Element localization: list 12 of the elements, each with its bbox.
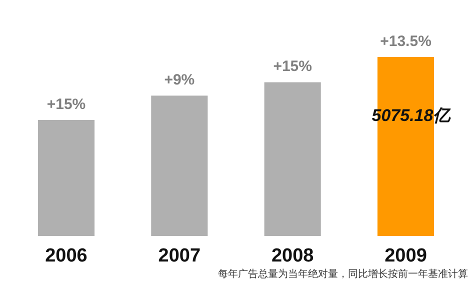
bar	[151, 96, 208, 236]
x-tick-label: 2007	[158, 246, 201, 266]
annotation: +15%	[46, 96, 86, 113]
x-tick-label: 2006	[45, 246, 88, 266]
annotation: +9%	[164, 72, 195, 89]
annotation: +13.5%	[380, 33, 432, 50]
x-tick-label: 2009	[384, 246, 427, 266]
bar	[38, 120, 95, 236]
x-tick-label: 2008	[271, 246, 314, 266]
bar	[264, 82, 321, 236]
annotation: +15%	[273, 58, 312, 76]
text: 每年广告总量为当年绝对量，同比增长按前一年基准计算	[218, 268, 468, 280]
